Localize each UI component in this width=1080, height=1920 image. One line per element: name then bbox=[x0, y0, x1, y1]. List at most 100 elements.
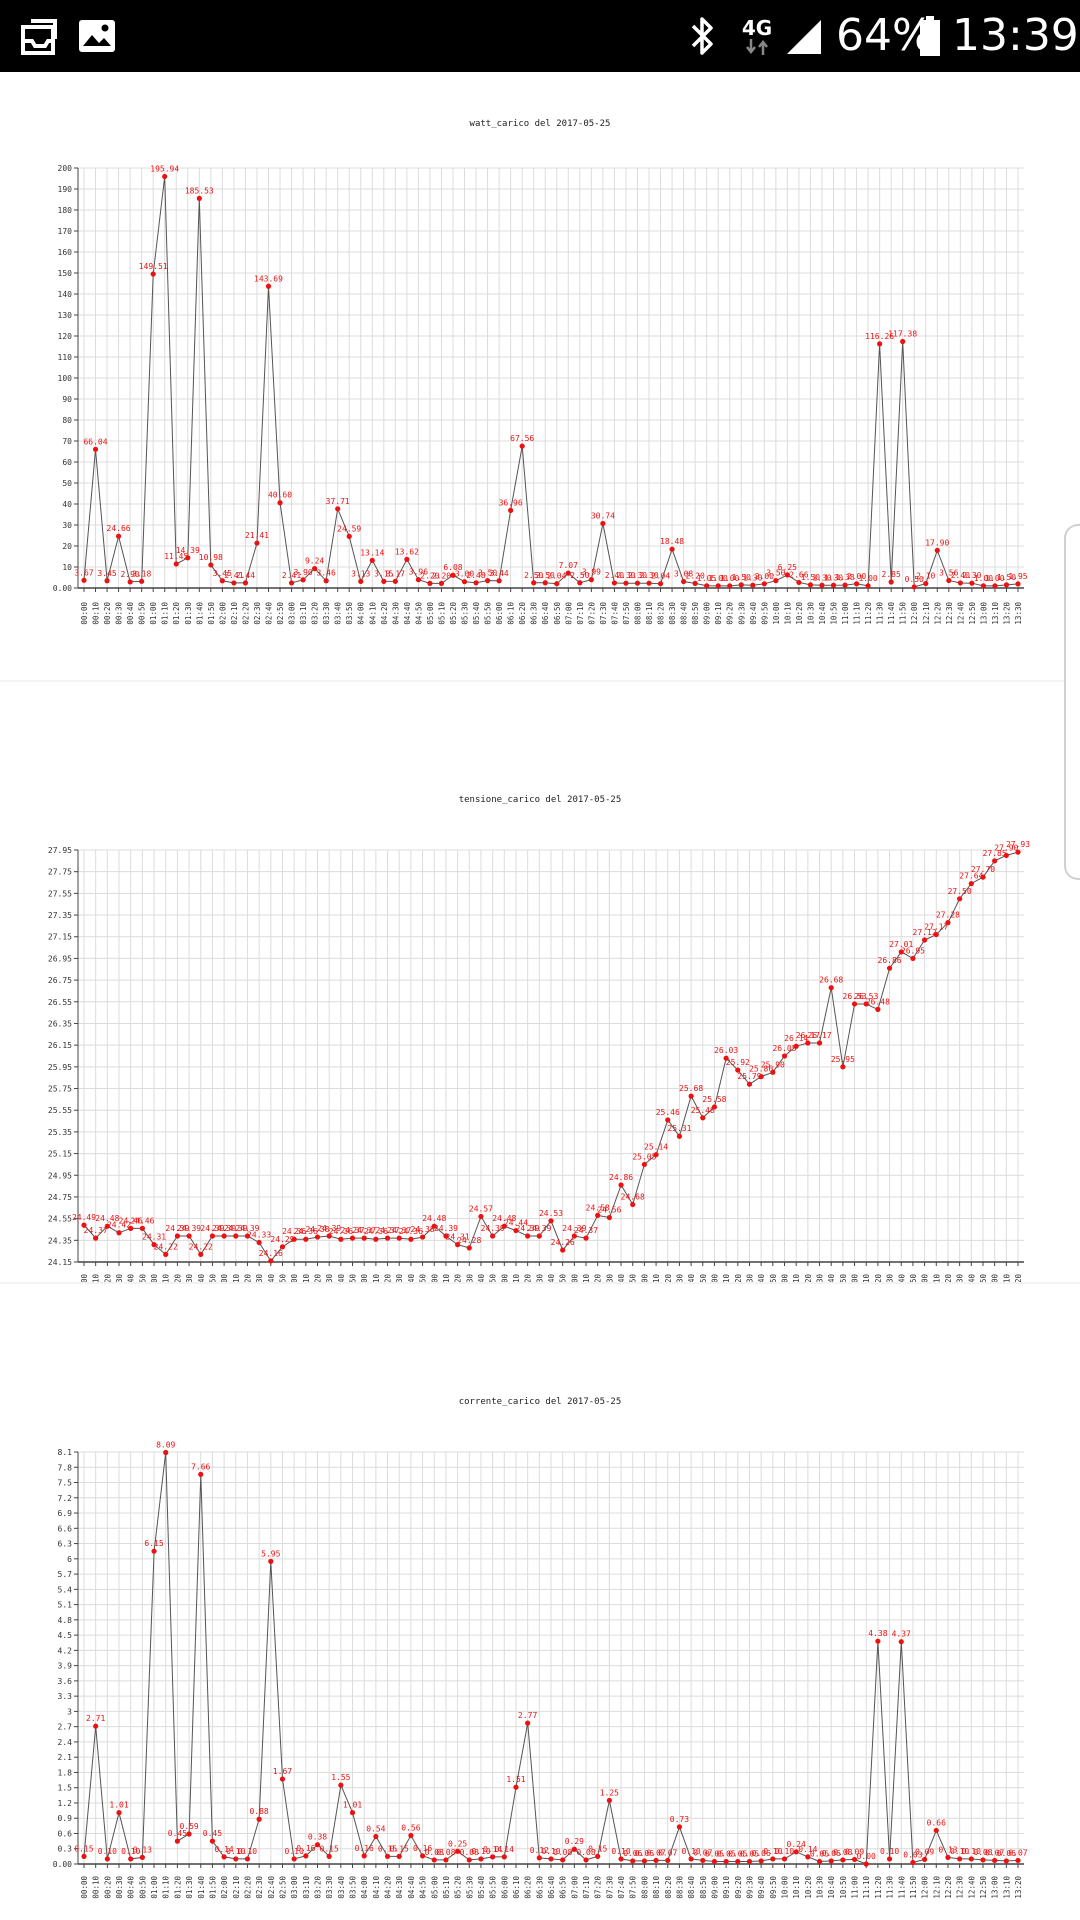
data-point bbox=[571, 1846, 577, 1852]
data-label: 0.10 bbox=[98, 1847, 117, 1856]
data-label: 2.50 bbox=[524, 571, 543, 580]
data-label: 24.36 bbox=[399, 1227, 423, 1236]
data-point bbox=[431, 1223, 437, 1229]
chart-title: watt_carico del 2017-05-25 bbox=[470, 119, 611, 129]
y-tick-label: 7.5 bbox=[58, 1479, 73, 1488]
data-label: 0.08 bbox=[576, 1848, 595, 1857]
y-tick-label: 140 bbox=[58, 290, 73, 299]
data-label: 1.50 bbox=[801, 573, 820, 582]
x-tick-label: 10:30 bbox=[816, 1876, 825, 1899]
chart-page[interactable]: watt_carico del 2017-05-25 0.00 10 20 30 40 50… bbox=[0, 72, 1080, 1920]
data-label: 27.28 bbox=[936, 911, 960, 920]
x-tick-label: 08:20 bbox=[664, 1876, 673, 1899]
data-point bbox=[969, 580, 975, 586]
data-point bbox=[346, 533, 352, 539]
data-point bbox=[595, 1853, 601, 1859]
status-bar: 4G 64% 13:39 bbox=[0, 0, 1080, 72]
y-tick-label: 25.95 bbox=[48, 1063, 72, 1072]
data-label: 24.33 bbox=[247, 1230, 271, 1239]
x-tick-label: 11:00 bbox=[851, 1274, 860, 1282]
x-tick-label: 06:30 bbox=[535, 1274, 544, 1282]
data-label: 25.68 bbox=[679, 1084, 703, 1093]
x-tick-label: 02:00 bbox=[218, 602, 227, 625]
data-label: 0.08 bbox=[833, 1848, 852, 1857]
data-label: 0.56 bbox=[401, 1824, 420, 1833]
data-point bbox=[630, 1201, 636, 1208]
x-tick-label: 12:50 bbox=[979, 1876, 988, 1899]
data-point bbox=[911, 584, 917, 590]
data-point bbox=[770, 1069, 776, 1075]
data-label: 0.15 bbox=[74, 1844, 93, 1853]
data-point bbox=[244, 1233, 251, 1239]
data-label: 24.38 bbox=[305, 1225, 329, 1234]
data-label: 3.67 bbox=[74, 568, 93, 577]
data-point bbox=[606, 1797, 612, 1804]
data-label: 14.39 bbox=[176, 546, 200, 555]
data-point bbox=[842, 582, 848, 588]
x-tick-label: 06:40 bbox=[547, 1274, 556, 1282]
data-point bbox=[688, 1093, 694, 1099]
series-line bbox=[83, 176, 1019, 588]
y-tick-label: 1.5 bbox=[58, 1784, 73, 1793]
data-point bbox=[793, 1849, 799, 1855]
x-tick-label: 05:20 bbox=[449, 602, 458, 625]
data-point bbox=[1003, 852, 1009, 859]
data-label: 0.05 bbox=[728, 1849, 747, 1858]
data-label: 3.13 bbox=[351, 569, 370, 578]
x-tick-label: 01:30 bbox=[184, 602, 193, 625]
data-point bbox=[840, 1857, 846, 1863]
data-label: 0.13 bbox=[938, 1845, 957, 1854]
data-point bbox=[478, 1856, 484, 1862]
data-label: 0.09 bbox=[845, 1847, 864, 1856]
data-label: 24.29 bbox=[270, 1235, 294, 1244]
data-point bbox=[221, 1854, 227, 1860]
data-label: 25.31 bbox=[667, 1124, 691, 1133]
x-tick-label: 01:00 bbox=[149, 602, 158, 625]
data-label: 2.85 bbox=[882, 570, 901, 579]
x-tick-label: 11:30 bbox=[886, 1274, 895, 1282]
data-point bbox=[392, 578, 398, 584]
data-point bbox=[828, 1858, 834, 1864]
data-point bbox=[669, 546, 675, 552]
data-point bbox=[323, 578, 329, 584]
data-point bbox=[93, 1723, 99, 1729]
data-label: 3.17 bbox=[386, 569, 405, 578]
inbox-stack-icon bbox=[20, 0, 64, 72]
data-point bbox=[116, 1810, 122, 1816]
data-point bbox=[490, 1233, 496, 1239]
x-tick-label: 05:40 bbox=[472, 602, 481, 625]
data-point bbox=[641, 1858, 648, 1864]
x-tick-label: 02:50 bbox=[276, 602, 285, 625]
y-tick-label: 120 bbox=[58, 332, 73, 341]
data-label: 4.38 bbox=[868, 1629, 887, 1638]
x-tick-label: 01:40 bbox=[195, 602, 204, 625]
x-tick-label: 06:20 bbox=[524, 1274, 533, 1282]
data-point bbox=[560, 1857, 566, 1863]
data-point bbox=[209, 1838, 216, 1844]
data-point bbox=[174, 1233, 180, 1239]
data-label: 13.14 bbox=[360, 548, 384, 557]
scroll-handle[interactable] bbox=[1064, 524, 1080, 880]
data-label: 27.12 bbox=[913, 928, 937, 937]
x-tick-label: 12:30 bbox=[956, 1274, 965, 1282]
data-label: 0.07 bbox=[646, 1848, 665, 1857]
data-label: 0.25 bbox=[448, 1839, 467, 1848]
x-tick-label: 01:20 bbox=[173, 1274, 182, 1282]
data-point bbox=[886, 1856, 893, 1862]
chart-corrente: corrente_carico del 2017-05-25 0.00 0.3 0.6… bbox=[53, 1397, 1028, 1899]
y-tick-label: 25.55 bbox=[48, 1106, 72, 1115]
data-label: 143.69 bbox=[254, 274, 283, 283]
y-tick-label: 100 bbox=[58, 374, 73, 383]
data-point bbox=[758, 1858, 764, 1864]
data-point bbox=[415, 577, 421, 583]
data-point bbox=[303, 1236, 309, 1242]
x-tick-label: 04:50 bbox=[419, 1274, 428, 1282]
x-tick-label: 10:20 bbox=[804, 1274, 813, 1282]
x-tick-label: 10:00 bbox=[781, 1274, 790, 1282]
x-tick-label: 08:50 bbox=[699, 1274, 708, 1282]
data-point bbox=[980, 874, 986, 880]
x-tick-label: 00:20 bbox=[103, 1876, 112, 1899]
data-label: 1.55 bbox=[331, 1773, 350, 1782]
data-label: 1.95 bbox=[1008, 572, 1027, 581]
data-point bbox=[618, 1182, 624, 1188]
